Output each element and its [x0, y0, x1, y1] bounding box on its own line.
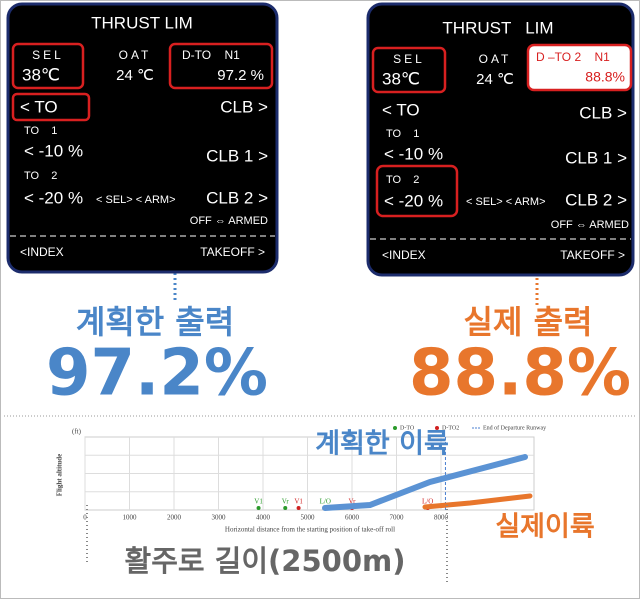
legend-label: D-TO2 — [442, 425, 459, 431]
x-tick-label: 0 — [83, 514, 87, 522]
value: 38℃ — [382, 69, 420, 88]
menu-item: CLB 1 > — [206, 146, 268, 165]
value: < -10 % — [384, 144, 443, 163]
x-tick-label: 5000 — [301, 514, 316, 522]
highlight — [371, 46, 447, 94]
label: TO 1 — [24, 125, 57, 137]
right-display: THRUST LIM SEL 38℃ OAT 24 ℃ D –TO 2 N1 8… — [366, 2, 635, 277]
marker — [283, 506, 288, 510]
annotation: 활주로 길이(2500m) — [125, 544, 406, 578]
marker — [256, 506, 261, 510]
title: THRUST LIM — [91, 13, 193, 32]
legend-swatch — [393, 426, 397, 430]
label: OAT — [479, 52, 512, 66]
marker-label: V1 — [294, 498, 303, 506]
value: 38℃ — [22, 65, 60, 84]
label: OFF ⇔ ARMED — [551, 219, 629, 231]
menu-item: <INDEX — [382, 248, 426, 262]
label: D-TO N1 — [182, 48, 240, 62]
left-display: THRUST LIM SEL 38℃ OAT 24 ℃ D-TO N1 97.2… — [6, 2, 279, 274]
label: OAT — [119, 48, 152, 62]
menu-item: < TO — [382, 100, 420, 119]
value: < -20 % — [24, 188, 83, 207]
highlight — [375, 164, 459, 218]
label: SEL — [393, 52, 425, 66]
label: SEL — [32, 48, 64, 62]
marker — [296, 506, 301, 510]
menu-item: CLB 1 > — [565, 148, 627, 167]
menu-item: TAKEOFF > — [560, 248, 625, 262]
y-unit: (ft) — [72, 428, 82, 436]
marker-label: Vr — [282, 498, 290, 506]
menu-item: CLB > — [220, 97, 268, 116]
value: < -20 % — [384, 191, 443, 210]
caption-value: 88.8% — [409, 337, 631, 411]
caption-label: 계획한 출력 — [76, 303, 234, 341]
x-tick-label: 6000 — [345, 514, 360, 522]
title: THRUST LIM — [442, 18, 553, 37]
x-tick-label: 8000 — [434, 514, 449, 522]
menu-item: TAKEOFF > — [200, 245, 265, 259]
legend-label: End of Departure Runway — [483, 424, 546, 431]
value: 24 ℃ — [476, 71, 514, 88]
highlight — [11, 92, 91, 122]
highlight — [526, 43, 633, 92]
menu-item: CLB 2 > — [565, 190, 627, 209]
value: 24 ℃ — [116, 67, 154, 84]
label: TO 2 — [24, 170, 57, 182]
label: D –TO 2 N1 — [536, 50, 610, 64]
planned-takeoff-line — [322, 454, 528, 511]
x-axis-label: Horizontal distance from the starting po… — [225, 526, 395, 534]
menu-item: < TO — [20, 97, 58, 116]
menu-item: CLB 2 > — [206, 188, 268, 207]
annotation: 계획한 이륙 — [315, 429, 449, 460]
display-bg — [6, 2, 279, 274]
label: OFF ⇔ ARMED — [190, 215, 268, 227]
value: < -10 % — [24, 141, 83, 160]
label: TO 1 — [386, 128, 419, 140]
legend-label: D-TO — [400, 425, 415, 431]
label: TO 2 — [386, 174, 419, 186]
marker-label: Vr — [349, 498, 357, 506]
value: 97.2 % — [217, 67, 264, 84]
x-tick-label: 1000 — [123, 514, 138, 522]
marker-label: L/O — [320, 498, 331, 506]
menu-item: CLB > — [579, 103, 627, 122]
actual-takeoff-line — [422, 493, 533, 510]
marker-label: V1 — [254, 498, 263, 506]
annotation: 실제이륙 — [495, 512, 594, 543]
label: < SEL> < ARM> — [96, 194, 176, 206]
x-tick-label: 4000 — [256, 514, 271, 522]
y-axis-label: Flight altitude — [56, 454, 64, 497]
highlight — [11, 42, 85, 90]
marker-label: L/O — [422, 498, 433, 506]
highlight — [168, 42, 274, 90]
caption-label: 실제 출력 — [464, 303, 593, 341]
value: 88.8% — [585, 69, 625, 85]
x-tick-label: 2000 — [167, 514, 182, 522]
menu-item: <INDEX — [20, 245, 64, 259]
legend-swatch — [435, 426, 439, 430]
label: < SEL> < ARM> — [466, 196, 546, 208]
x-tick-label: 3000 — [212, 514, 227, 522]
x-tick-label: 7000 — [390, 514, 405, 522]
caption-value: 97.2% — [46, 337, 268, 411]
